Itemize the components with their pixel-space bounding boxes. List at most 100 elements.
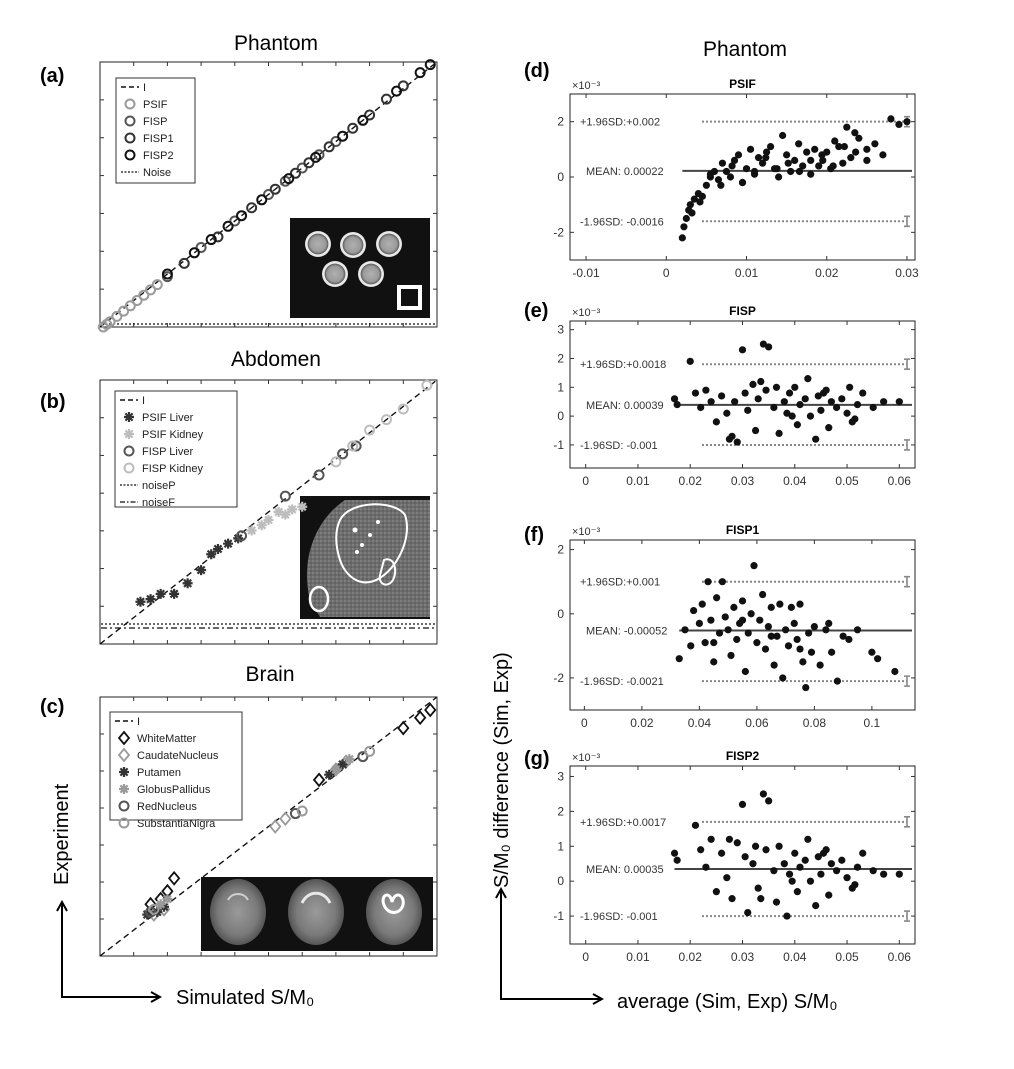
legend-label: RedNucleus (137, 801, 197, 813)
x-tick-label: 0.03 (731, 950, 755, 964)
data-point (741, 389, 749, 397)
data-point (835, 142, 843, 151)
data-point (702, 181, 710, 189)
data-point (759, 590, 767, 599)
data-point (812, 435, 820, 443)
data-point (728, 895, 736, 903)
data-point (817, 406, 825, 414)
x-tick-label: 0.08 (803, 716, 827, 730)
limit-errorbar (904, 816, 910, 828)
legend-label: FISP Liver (142, 446, 193, 458)
data-point (831, 137, 839, 145)
data-point (744, 629, 752, 637)
data-point (145, 284, 157, 296)
data-point (796, 400, 804, 409)
right-y-label: S/M₀ difference (Sim, Exp) (491, 652, 513, 888)
right-x-label: average (Sim, Exp) S/M₀ (617, 991, 838, 1013)
data-point (784, 159, 792, 167)
data-point (697, 846, 705, 854)
x-tick-label: 0.06 (888, 474, 912, 488)
x-tick-label: 0.04 (783, 950, 807, 964)
legend-label: CaudateNucleus (137, 750, 219, 762)
data-point (104, 316, 116, 328)
data-point (702, 863, 710, 871)
data-point (670, 395, 679, 403)
data-point (764, 623, 772, 631)
data-point (330, 136, 342, 147)
data-point (795, 140, 803, 148)
x-tick-label: 0.02 (815, 266, 839, 280)
data-point (825, 891, 833, 899)
data-point (801, 856, 809, 864)
x-tick-label: 0.06 (745, 716, 769, 730)
y-tick-label: -1 (553, 909, 564, 923)
data-point (710, 167, 719, 176)
data-point (131, 295, 143, 306)
data-point (880, 398, 888, 406)
data-point (721, 613, 729, 621)
data-point (765, 343, 773, 351)
legend-b: I PSIF Liver PSIF Kidney FISP Liver FISP Kid… (114, 390, 238, 509)
data-point (678, 234, 686, 242)
legend-label: FISP (143, 116, 167, 128)
panel-b: I PSIF Liver PSIF Kidney FISP Liver FISP Kid… (99, 379, 438, 645)
legend-marker (118, 817, 130, 829)
plot-title: FISP1 (726, 523, 760, 537)
data-point (696, 198, 704, 206)
upper-label: +1.96SD:+0.001 (580, 577, 660, 589)
legend-label: FISP2 (143, 150, 174, 162)
data-point (770, 867, 778, 875)
y-tick-label: 2 (557, 543, 564, 557)
data-point (851, 881, 859, 889)
legend-a: I PSIF FISP FISP1 FISP2 Noise (115, 77, 196, 184)
data-point (868, 648, 876, 656)
data-point (135, 596, 146, 607)
x-tick-label: -0.01 (572, 266, 600, 280)
limit-errorbar (904, 575, 910, 588)
data-point (330, 456, 342, 468)
y-tick-label: 0 (557, 874, 564, 888)
data-point (765, 797, 773, 805)
legend-label: PSIF Kidney (142, 429, 204, 441)
data-point (414, 67, 426, 79)
data-point (145, 594, 156, 605)
data-point (825, 424, 833, 432)
data-point (717, 392, 726, 400)
legend-label: PSIF (143, 99, 168, 111)
data-point (289, 167, 301, 179)
data-point (770, 403, 778, 412)
title-brain: Brain (245, 663, 294, 686)
data-point (730, 156, 739, 164)
plot-title: FISP2 (726, 749, 760, 763)
data-point (424, 59, 436, 71)
mean-label: MEAN: -0.00052 (586, 625, 667, 637)
legend-c: I WhiteMatter CaudateNucleus Putamen GlobusP… (109, 711, 243, 830)
data-point (846, 383, 854, 391)
data-point (670, 849, 679, 857)
data-point (223, 538, 234, 549)
x-tick-label: 0.02 (630, 716, 654, 730)
data-point (195, 242, 207, 253)
data-point (279, 490, 291, 502)
data-point (686, 357, 694, 365)
data-point (793, 421, 801, 429)
data-point (686, 201, 694, 209)
data-point (750, 562, 758, 570)
data-point (424, 702, 437, 718)
plot-title: PSIF (729, 77, 756, 91)
data-point (787, 167, 795, 176)
panel-label-a: (a) (40, 65, 64, 87)
legend-label: PSIF Liver (142, 412, 194, 424)
data-point (344, 754, 355, 765)
data-point (380, 93, 392, 105)
data-point (707, 616, 715, 624)
data-point (751, 426, 760, 435)
legend-label: FISP1 (143, 133, 174, 145)
legend-marker (117, 747, 131, 763)
data-point (698, 192, 706, 200)
data-point (229, 215, 241, 227)
data-point (807, 156, 815, 164)
mean-label: MEAN: 0.00035 (586, 864, 664, 876)
legend-label: noiseP (142, 480, 176, 492)
x-tick-label: 0.02 (679, 474, 703, 488)
